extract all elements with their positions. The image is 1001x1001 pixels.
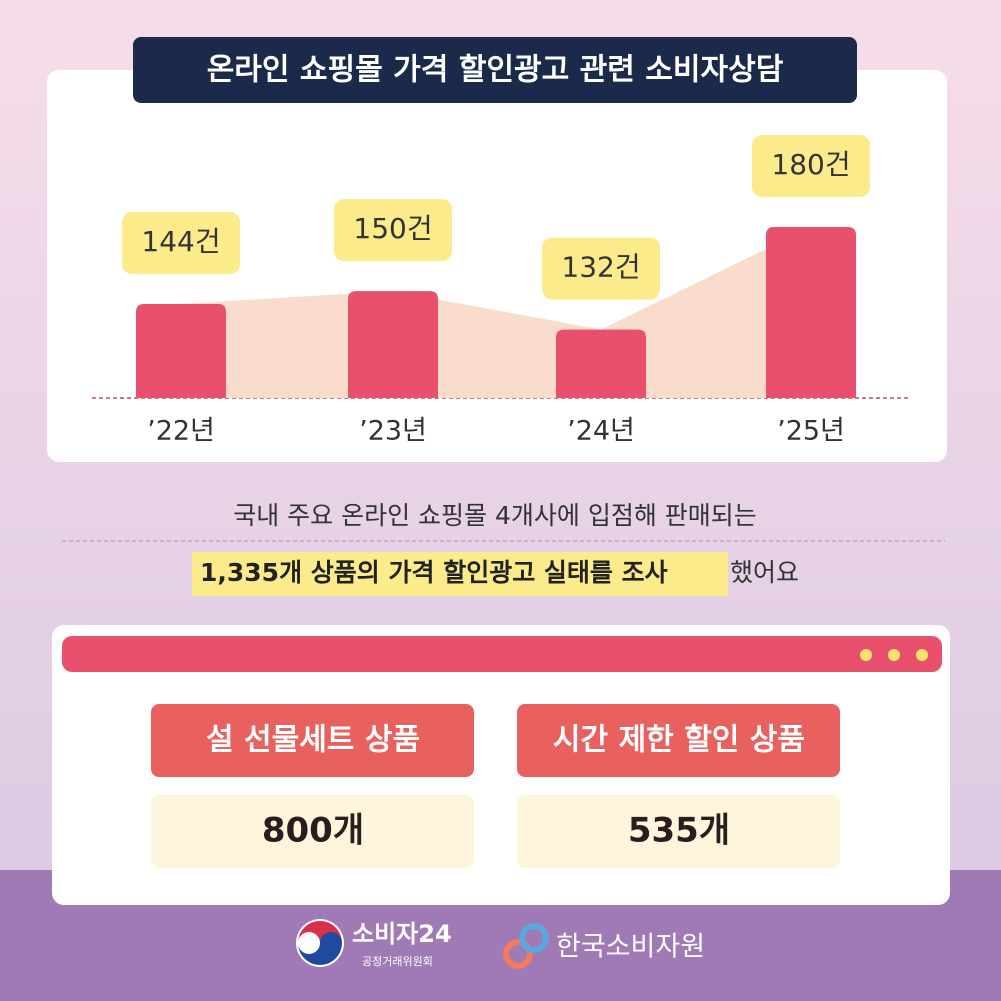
x-tick-label: ’24년 [567,416,635,447]
description-rest: 했어요 [730,558,799,587]
value-label-box [122,211,240,274]
value-label: 150건 [353,212,432,245]
card-label: 설 선물세트 상품 [206,723,420,758]
value-label-box [334,199,452,262]
value-label: 132건 [561,251,640,284]
description-highlight: 1,335개 상품의 가격 할인광고 실태를 조사 [200,558,668,587]
card-label: 시간 제한 할인 상품 [553,723,805,758]
x-tick-label: ’23년 [359,416,427,447]
card-label-box [517,704,840,777]
logo1-sub: 공정거래위원회 [362,955,433,968]
description-line: 국내 주요 온라인 쇼핑몰 4개사에 입점해 판매되는 [233,501,757,530]
x-tick-label: ’22년 [147,416,215,447]
card-value-box [517,795,840,868]
bar [766,227,856,398]
area [181,227,811,398]
chart: 144건 ’22년 150건 ’23년 132건 ’24년 180건 ’25년 [122,135,870,447]
highlight [192,552,728,596]
logo1-taeguk [298,932,342,965]
value-label-box [542,237,660,300]
logo2-icon [519,923,549,953]
logo2-text: 한국소비자원 [556,932,705,963]
card-label-box [151,704,474,777]
title-pill [133,37,857,103]
card-value: 535개 [628,811,730,851]
card-value: 800개 [262,811,364,851]
x-tick-label: ’25년 [777,416,845,447]
cards: 설 선물세트 상품 800개 시간 제한 할인 상품 535개 [151,704,840,868]
dot [916,649,928,661]
card-value-box [151,795,474,868]
logo2-icon [503,939,533,969]
value-label: 144건 [141,225,220,258]
value-label-box [752,135,870,197]
dot [860,649,872,661]
bar [348,291,438,398]
dot [888,649,900,661]
value-label: 180건 [771,148,850,181]
bar [136,303,226,398]
logo1-text: 소비자24 [352,920,452,948]
window-bar [62,636,942,672]
bar [556,329,646,398]
chart-title: 온라인 쇼핑몰 가격 할인광고 관련 소비자상담 [207,53,784,88]
